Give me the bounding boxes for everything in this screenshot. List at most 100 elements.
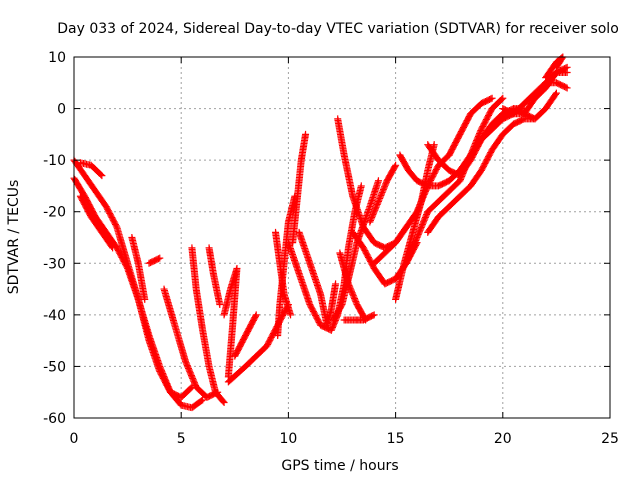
data-point [109, 244, 117, 252]
series-arc-2 [70, 156, 196, 401]
axis-ticks: 0 5 10 15 20 25 10 0 -10 -20 -30 -40 -50 -60 [43, 50, 619, 447]
series-arc-10 [220, 264, 241, 381]
data-point [368, 212, 376, 220]
data-point [552, 90, 560, 98]
y-tick-label: -40 [43, 308, 66, 324]
data-point [374, 197, 382, 205]
data-point [370, 311, 378, 319]
data-point [199, 396, 207, 404]
y-tick-label: -50 [43, 359, 66, 375]
data-point [219, 397, 227, 405]
data-point [499, 94, 507, 102]
data-point [347, 287, 355, 295]
data-point [344, 280, 352, 288]
data-point [379, 186, 387, 194]
data-point [252, 312, 260, 320]
data-point [371, 205, 379, 213]
data-point [187, 384, 195, 392]
data-point [252, 311, 260, 319]
data-point [332, 280, 340, 288]
data-point [346, 284, 354, 292]
data-point [372, 203, 380, 211]
data-marks [70, 53, 571, 412]
data-point [366, 218, 374, 226]
y-tick-label: -60 [43, 411, 66, 427]
data-point [552, 63, 560, 71]
series-arc-35 [510, 89, 560, 123]
series-arc-12 [231, 311, 260, 360]
data-point [374, 199, 382, 207]
series-arc-18 [329, 177, 382, 324]
data-point [98, 172, 106, 180]
y-tick-label: -30 [43, 256, 66, 272]
x-axis-label: GPS time / hours [281, 458, 398, 474]
data-point [350, 293, 358, 301]
data-point [381, 181, 389, 189]
data-point [154, 255, 162, 263]
data-point [352, 298, 360, 306]
data-point [141, 295, 149, 303]
data-point [351, 295, 359, 303]
data-point [345, 281, 353, 289]
data-point [216, 301, 224, 309]
data-point [370, 209, 378, 217]
data-point [381, 183, 389, 191]
data-point [366, 217, 374, 225]
data-point [373, 200, 381, 208]
data-point [357, 182, 365, 190]
data-point [368, 214, 376, 222]
data-point [302, 130, 310, 138]
data-point [562, 64, 570, 72]
data-point [197, 397, 205, 405]
series-arc-5 [128, 234, 149, 303]
series-arc-14 [272, 228, 295, 319]
x-tick-label: 10 [279, 431, 297, 447]
series-arc-9 [205, 244, 224, 309]
data-point [379, 187, 387, 195]
series-arc-4 [76, 192, 117, 252]
data-point [392, 161, 400, 169]
data-point [377, 192, 385, 200]
data-point [349, 292, 357, 300]
y-tick-label: -10 [43, 153, 66, 169]
x-tick-label: 15 [387, 431, 405, 447]
data-point [108, 243, 116, 251]
y-tick-label: 10 [48, 50, 66, 66]
data-point [349, 290, 357, 298]
data-point [156, 254, 164, 262]
data-point [370, 208, 378, 216]
data-point [488, 94, 496, 102]
series-arc-30 [445, 94, 496, 159]
data-point [553, 62, 561, 70]
data-point [391, 163, 399, 171]
series-arc-17 [295, 228, 340, 329]
series-arc-13 [274, 192, 299, 339]
data-point [347, 286, 355, 294]
x-tick-label: 0 [70, 431, 79, 447]
series-arc-23 [366, 161, 400, 226]
data-point [97, 171, 105, 179]
data-point [371, 206, 379, 214]
data-point [430, 141, 438, 149]
x-tick-label: 25 [601, 431, 619, 447]
data-point [220, 399, 228, 407]
data-point [487, 95, 495, 103]
series-arc-6 [145, 254, 164, 267]
y-tick-label: -20 [43, 205, 66, 221]
data-point [369, 211, 377, 219]
data-point [369, 312, 377, 320]
data-point [373, 202, 381, 210]
data-point [346, 283, 354, 291]
data-point [378, 189, 386, 197]
series-arc-11 [224, 301, 292, 386]
data-point [382, 180, 390, 188]
series-arc-19 [336, 249, 370, 324]
data-point [562, 83, 570, 91]
data-point [367, 215, 375, 223]
series-arc-3 [76, 159, 106, 180]
data-point [287, 311, 295, 319]
data-point [374, 177, 382, 185]
data-point [348, 289, 356, 297]
x-tick-label: 5 [177, 431, 186, 447]
